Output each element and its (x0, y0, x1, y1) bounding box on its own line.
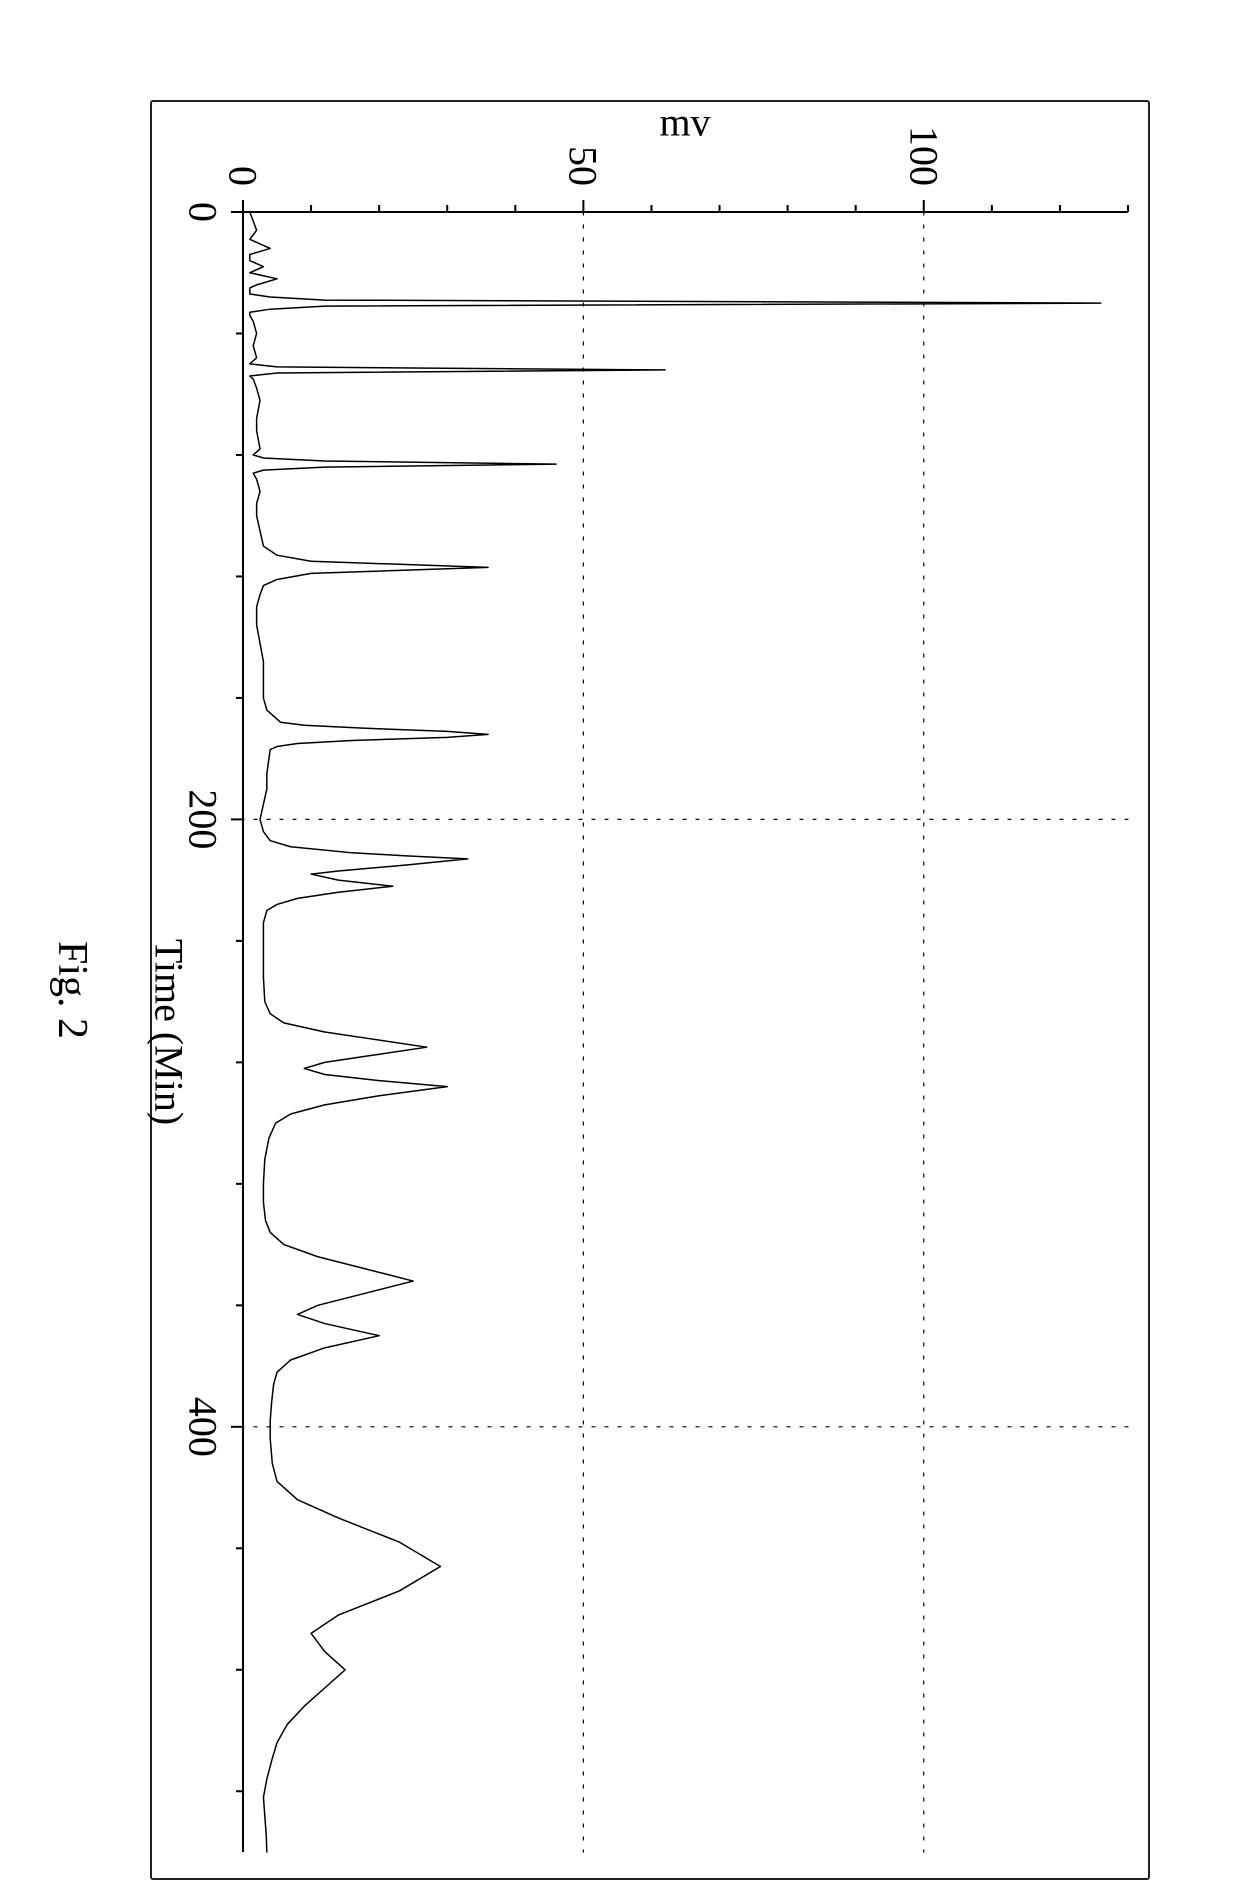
x-axis-label: Time (Min) (146, 939, 193, 1125)
y-tick-label: 0 (220, 166, 267, 186)
y-tick-label: 50 (560, 146, 607, 186)
x-tick-label: 400 (180, 1397, 227, 1457)
chromatogram-trace (148, 102, 1148, 1882)
y-tick-label: 100 (900, 126, 947, 186)
figure-caption: Fig. 2 (48, 941, 96, 1039)
chromatogram-plot: 0200400050100Time (Min)mv (150, 100, 1150, 1880)
x-tick-label: 0 (180, 202, 227, 222)
x-tick-label: 200 (180, 789, 227, 849)
y-axis-label: mv (660, 99, 711, 146)
